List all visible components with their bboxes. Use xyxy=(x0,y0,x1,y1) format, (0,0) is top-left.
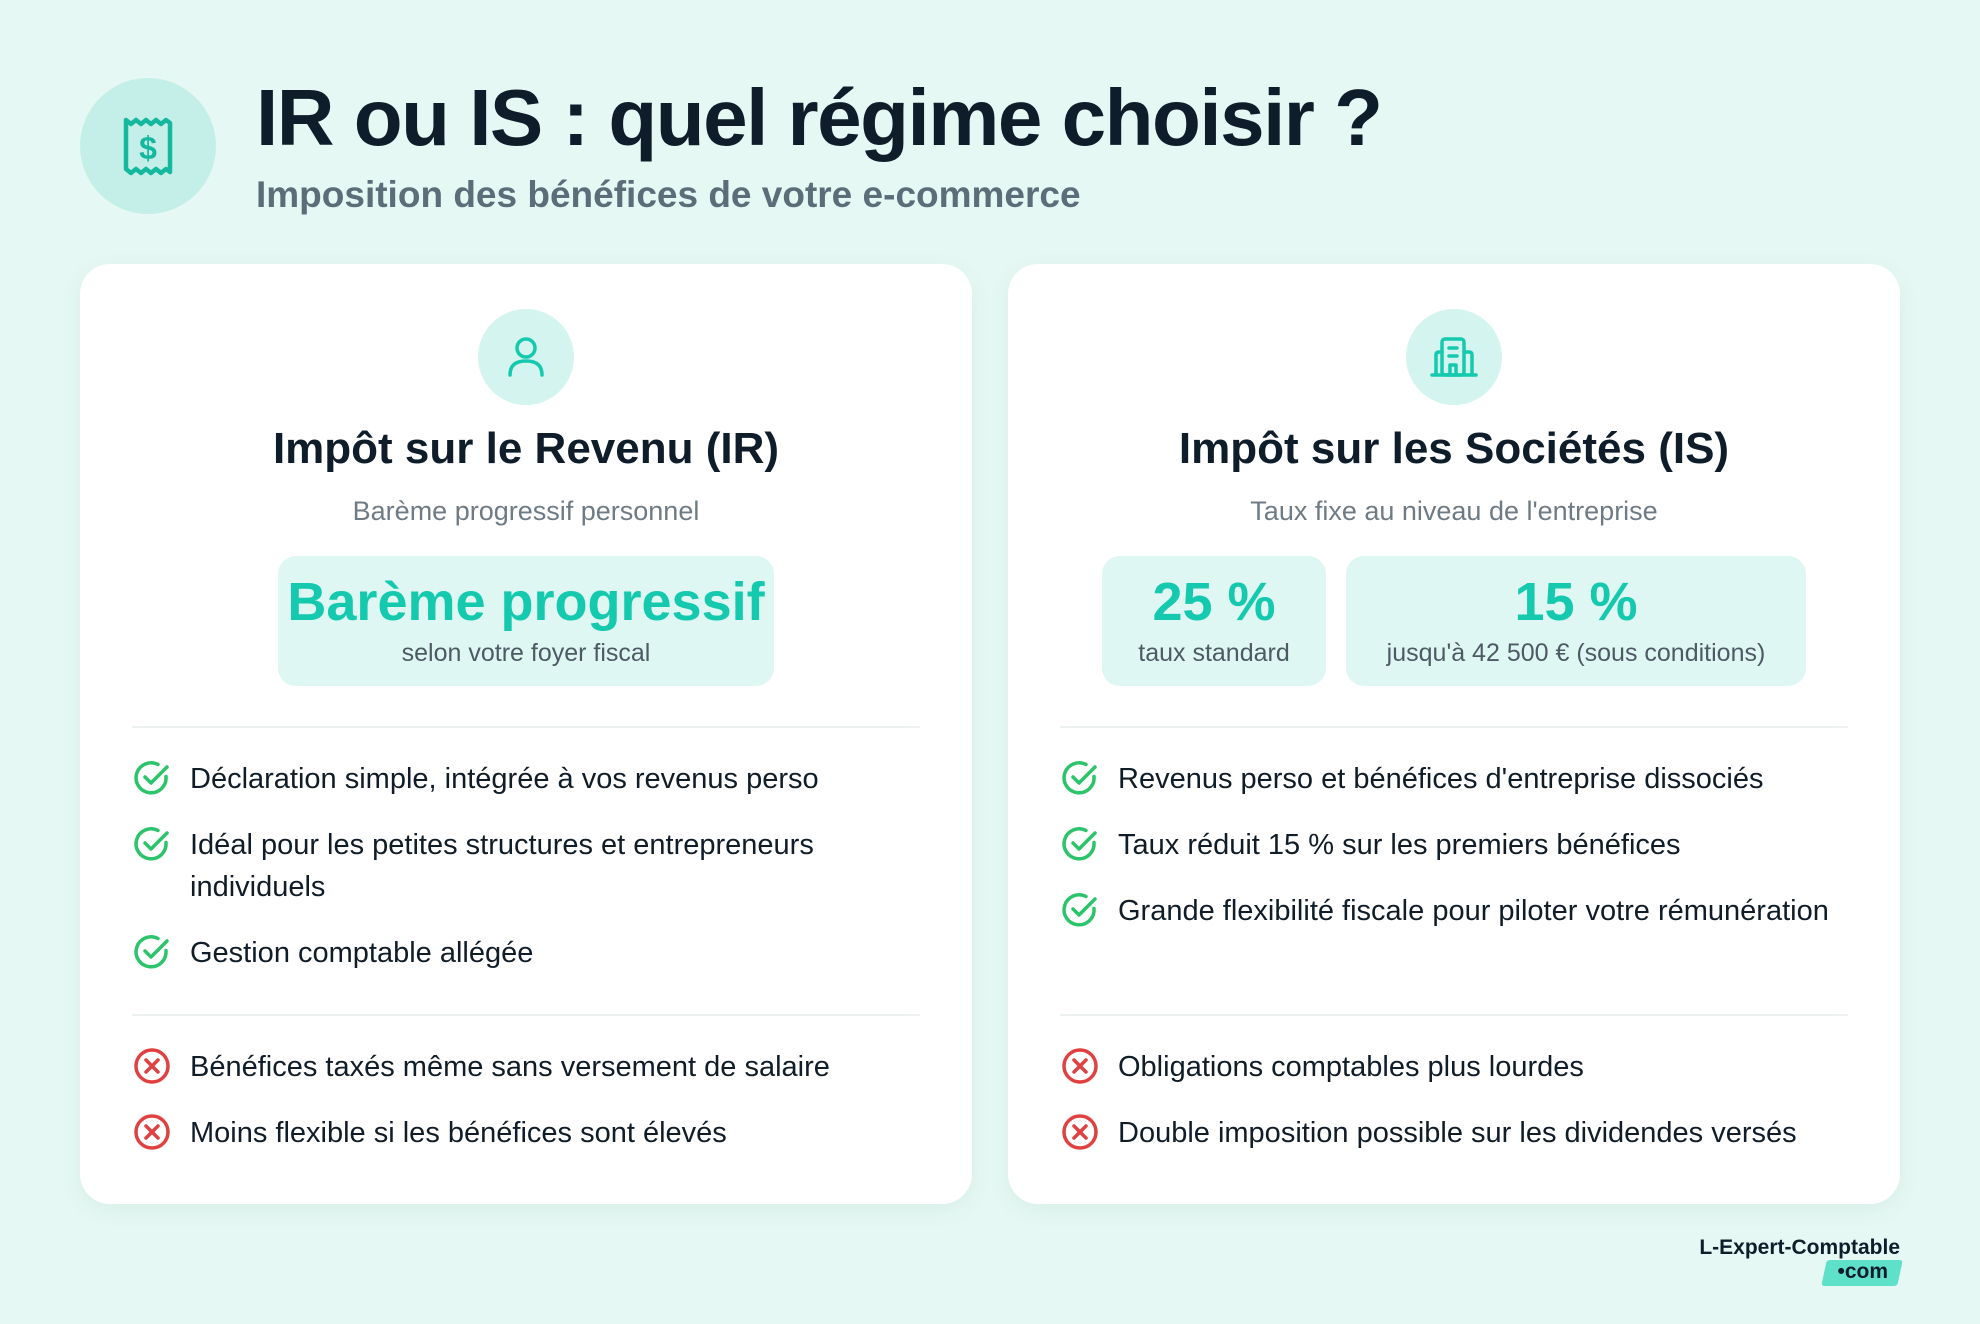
is-title: Impôt sur les Sociétés (IS) xyxy=(1178,424,1730,473)
check-circle-icon xyxy=(1062,761,1097,795)
ir-rate-box: Barème progressif selon votre foyer fisc… xyxy=(278,556,774,686)
is-con-text: Double imposition possible sur les divid… xyxy=(1118,1117,1797,1149)
ir-subtitle: Barème progressif personnel xyxy=(352,496,700,526)
is-pro-item: Grande flexibilité fiscale pour piloter … xyxy=(1060,890,1848,932)
x-circle-icon xyxy=(1062,1048,1098,1084)
is-rate-label-reduced: jusqu'à 42 500 € (sous conditions) xyxy=(1386,638,1766,667)
x-circle-icon xyxy=(1062,1114,1098,1150)
ir-con-text: Bénéfices taxés même sans versement de s… xyxy=(190,1051,830,1083)
is-rate-value-standard: 25 % xyxy=(1152,572,1276,633)
is-rate-label-standard: taux standard xyxy=(1138,638,1290,667)
is-card: Impôt sur les Sociétés (IS) Taux fixe au… xyxy=(1008,264,1900,1204)
ir-pro-item: Déclaration simple, intégrée à vos reven… xyxy=(132,758,920,800)
is-pro-item: Revenus perso et bénéfices d'entreprise … xyxy=(1060,758,1848,800)
ir-pro-item: Idéal pour les petites structures et ent… xyxy=(132,824,920,908)
x-circle-icon xyxy=(134,1114,170,1150)
is-divider-top xyxy=(1060,726,1848,728)
is-cons-list: Obligations comptables plus lourdes Doub… xyxy=(1060,1046,1848,1178)
is-rate-value-reduced: 15 % xyxy=(1514,572,1638,633)
building-icon xyxy=(1430,337,1478,377)
is-rate-row: 25 % taux standard 15 % jusqu'à 42 500 €… xyxy=(1008,556,1900,686)
ir-title: Impôt sur le Revenu (IR) xyxy=(272,424,780,473)
ir-pros-list: Déclaration simple, intégrée à vos reven… xyxy=(132,758,920,998)
ir-con-item: Moins flexible si les bénéfices sont éle… xyxy=(132,1112,920,1154)
is-con-text: Obligations comptables plus lourdes xyxy=(1118,1051,1584,1083)
ir-con-text: Moins flexible si les bénéfices sont éle… xyxy=(190,1117,727,1149)
is-divider-bottom xyxy=(1060,1014,1848,1016)
page-subtitle: Imposition des bénéfices de votre e-comm… xyxy=(256,174,1081,215)
ir-pro-text: Gestion comptable allégée xyxy=(190,937,534,969)
check-circle-icon xyxy=(1062,893,1097,927)
ir-pro-item: Gestion comptable allégée xyxy=(132,932,920,974)
ir-cons-list: Bénéfices taxés même sans versement de s… xyxy=(132,1046,920,1178)
ir-rate-value: Barème progressif xyxy=(287,572,765,633)
is-pros-list: Revenus perso et bénéfices d'entreprise … xyxy=(1060,758,1848,956)
check-circle-icon xyxy=(134,827,169,861)
logo-com-text: •com xyxy=(1837,1260,1888,1283)
svg-text:$: $ xyxy=(139,130,157,166)
check-circle-icon xyxy=(134,761,169,795)
logo-main-text: L-Expert-Comptable xyxy=(1699,1236,1900,1259)
is-pro-text: Taux réduit 15 % sur les premiers bénéfi… xyxy=(1118,829,1681,861)
receipt-dollar-icon: $ xyxy=(123,117,173,176)
ir-card: Impôt sur le Revenu (IR) Barème progress… xyxy=(80,264,972,1204)
is-pro-item: Taux réduit 15 % sur les premiers bénéfi… xyxy=(1060,824,1848,866)
ir-rate-row: Barème progressif selon votre foyer fisc… xyxy=(80,556,972,686)
is-rate-box-standard: 25 % taux standard xyxy=(1102,556,1326,686)
ir-pro-text: Idéal pour les petites structures et ent… xyxy=(190,829,814,903)
check-circle-icon xyxy=(1062,827,1097,861)
is-subtitle: Taux fixe au niveau de l'entreprise xyxy=(1250,496,1658,526)
ir-icon-circle xyxy=(478,309,574,405)
x-circle-icon xyxy=(134,1048,170,1084)
check-circle-icon xyxy=(134,935,169,969)
user-icon xyxy=(508,337,544,377)
is-rate-box-reduced: 15 % jusqu'à 42 500 € (sous conditions) xyxy=(1346,556,1806,686)
is-icon-circle xyxy=(1406,309,1502,405)
page-title: IR ou IS : quel régime choisir ? xyxy=(256,73,1383,162)
ir-rate-label: selon votre foyer fiscal xyxy=(401,638,651,667)
ir-divider-top xyxy=(132,726,920,728)
is-con-item: Double imposition possible sur les divid… xyxy=(1060,1112,1848,1154)
header-icon-circle: $ xyxy=(80,78,216,214)
ir-divider-bottom xyxy=(132,1014,920,1016)
ir-con-item: Bénéfices taxés même sans versement de s… xyxy=(132,1046,920,1088)
is-con-item: Obligations comptables plus lourdes xyxy=(1060,1046,1848,1088)
is-pro-text: Revenus perso et bénéfices d'entreprise … xyxy=(1118,763,1764,795)
is-pro-text: Grande flexibilité fiscale pour piloter … xyxy=(1118,895,1829,927)
ir-pro-text: Déclaration simple, intégrée à vos reven… xyxy=(190,763,819,795)
brand-logo: L-Expert-Comptable •com xyxy=(1670,1236,1903,1288)
